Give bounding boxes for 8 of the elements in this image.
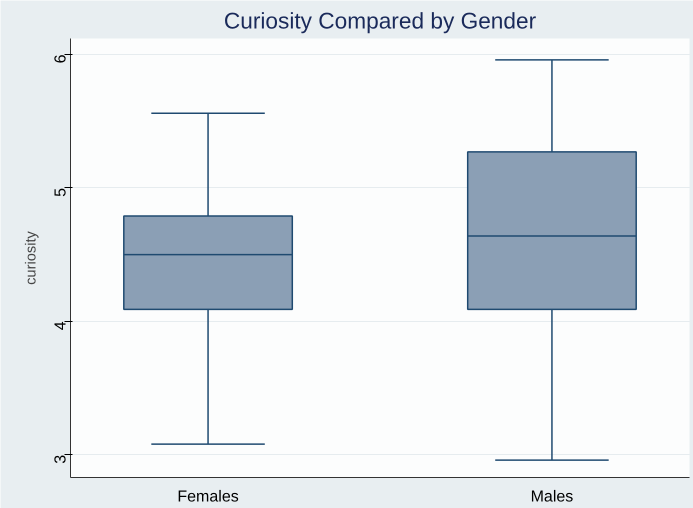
y-tick-label: 5 xyxy=(52,188,70,197)
y-tick-label: 3 xyxy=(52,454,70,464)
y-tick-label: 6 xyxy=(52,54,70,64)
x-tick-label: Females xyxy=(177,488,239,506)
x-tick-label: Males xyxy=(530,488,574,506)
y-axis-title: curiosity xyxy=(24,230,40,285)
chart-title: Curiosity Compared by Gender xyxy=(224,8,537,34)
y-tick-label: 4 xyxy=(52,321,70,330)
